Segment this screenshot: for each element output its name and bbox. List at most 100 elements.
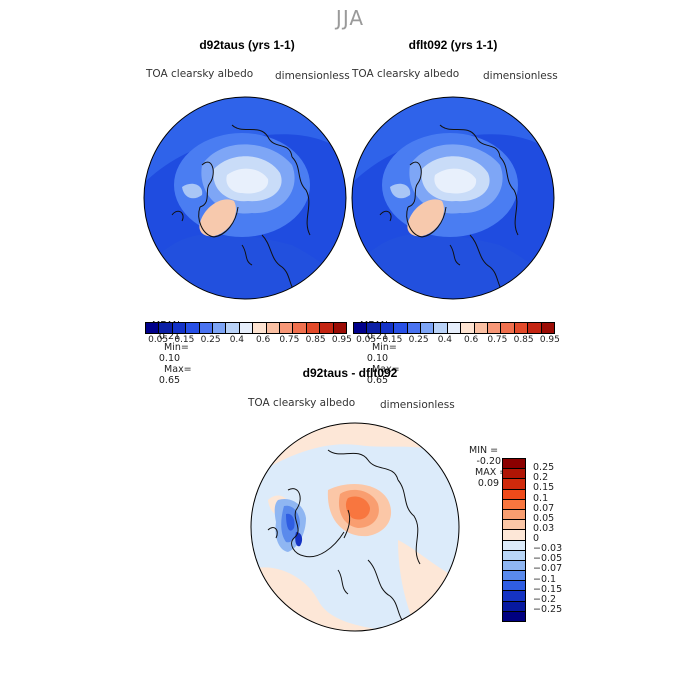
colorbar-swatch [239,323,254,333]
colorbar-swatch [226,323,240,333]
diff-units-label: dimensionless [380,399,455,411]
colorbar-swatch [354,323,368,333]
panel1-min-value: 0.10 [158,353,181,364]
colorbar-swatch [503,469,525,480]
colorbar-swatch [503,520,525,531]
colorbar-swatch [186,323,200,333]
colorbar-tick-label: 0.2 [533,472,549,484]
colorbar-swatch [503,550,525,561]
panel1-units-label: dimensionless [275,70,350,82]
colorbar-swatch [503,479,525,490]
colorbar-swatch [528,323,542,333]
colorbar-swatch [503,489,525,500]
colorbar-swatch [199,323,214,333]
colorbar-swatch [474,323,489,333]
panel1-map [143,96,347,300]
colorbar-swatch [280,323,294,333]
panel1-min-label: Min= [164,342,189,353]
colorbar-tick-label: 0 [533,533,540,544]
panel2-min-value: 0.10 [366,353,389,364]
panel2-title: dflt092 (yrs 1-1) [408,38,498,52]
colorbar-swatch [541,323,555,333]
panel1-mean-value: 0.21 [158,331,181,342]
colorbar-tick-label: 0.6 [463,335,479,345]
colorbar-swatch [503,591,525,602]
colorbar-tick-label: 0.03 [533,522,555,534]
colorbar-swatch [503,611,525,621]
panel2-colorbar-labels: 0.05 0.15 0.25 0.4 0.6 0.75 0.85 0.95 [353,335,563,345]
colorbar-tick-label: 0.07 [533,502,555,514]
colorbar-swatch [503,499,525,510]
diff-colorbar [502,458,526,622]
colorbar-swatch [503,571,525,582]
diff-title: d92taus - dflt092 [302,366,398,380]
panel1-colorbar [145,322,347,334]
colorbar-swatch [407,323,422,333]
panel2-units-label: dimensionless [483,70,558,82]
colorbar-tick-label: 0.25 [200,335,221,345]
colorbar-tick-label: −0.15 [533,583,563,595]
colorbar-swatch [503,560,525,572]
colorbar-tick-label: −0.07 [533,563,563,575]
colorbar-tick-label: 0.05 [356,335,377,345]
colorbar-tick-label: −0.05 [533,553,563,565]
panel1-stats: MEAN= 0.21 Min= 0.10 Max= 0.65 [146,309,192,386]
panel1-max-label: Max= [164,364,192,375]
panel1-title: d92taus (yrs 1-1) [199,38,295,52]
colorbar-swatch [461,323,475,333]
colorbar-swatch [306,323,321,333]
colorbar-swatch [367,323,381,333]
colorbar-tick-label: −0.25 [533,603,563,615]
colorbar-swatch [146,323,160,333]
panel2-min-label: Min= [372,342,397,353]
colorbar-swatch [159,323,173,333]
diff-variable-label: TOA clearsky albedo [248,397,356,409]
colorbar-swatch [333,323,347,333]
season-title: JJA [335,6,365,30]
colorbar-tick-label: 0.95 [331,335,352,345]
colorbar-swatch [501,323,515,333]
colorbar-swatch [394,323,408,333]
colorbar-tick-label: 0.6 [255,335,271,345]
colorbar-swatch [253,323,267,333]
colorbar-tick-label: 0.85 [305,335,326,345]
colorbar-swatch [503,530,525,541]
colorbar-swatch [320,323,334,333]
colorbar-tick-label: 0.15 [533,482,555,494]
panel2-max-label: Max= [372,364,400,375]
colorbar-swatch [380,323,395,333]
panel2-mean-value: 0.21 [366,331,389,342]
diff-colorbar-labels: 0.25 0.2 0.15 0.1 0.07 0.05 0.03 0 −0.03 −0.05 −0.… [533,458,593,620]
colorbar-tick-label: 0.05 [533,512,555,524]
colorbar-swatch [447,323,462,333]
colorbar-swatch [421,323,435,333]
panel1-max-value: 0.65 [158,375,181,386]
panel1-variable-label: TOA clearsky albedo [146,68,254,80]
colorbar-tick-label: 0.15 [382,335,403,345]
diff-map [250,422,460,632]
colorbar-tick-label: −0.1 [533,573,557,585]
colorbar-swatch [503,459,525,470]
panel2-map [351,96,555,300]
colorbar-swatch [503,601,525,612]
colorbar-tick-label: 0.25 [533,462,555,474]
colorbar-tick-label: 0.85 [513,335,534,345]
colorbar-tick-label: 0.95 [539,335,560,345]
colorbar-swatch [503,540,525,551]
panel2-max-value: 0.65 [366,375,389,386]
panel2-colorbar [353,322,555,334]
diff-min-label: MIN = [469,445,499,456]
colorbar-swatch [293,323,307,333]
colorbar-swatch [503,581,525,592]
panel1-colorbar-labels: 0.05 0.15 0.25 0.4 0.6 0.75 0.85 0.95 [145,335,355,345]
colorbar-tick-label: 0.4 [437,335,453,345]
colorbar-tick-label: −0.03 [533,543,563,555]
colorbar-swatch [266,323,281,333]
colorbar-swatch [488,323,502,333]
colorbar-tick-label: 0.05 [148,335,169,345]
colorbar-tick-label: 0.15 [174,335,195,345]
colorbar-tick-label: 0.1 [533,492,549,504]
colorbar-swatch [434,323,448,333]
panel2-variable-label: TOA clearsky albedo [352,68,460,80]
diff-stats: MIN = -0.20 MAX = 0.09 [463,434,507,489]
